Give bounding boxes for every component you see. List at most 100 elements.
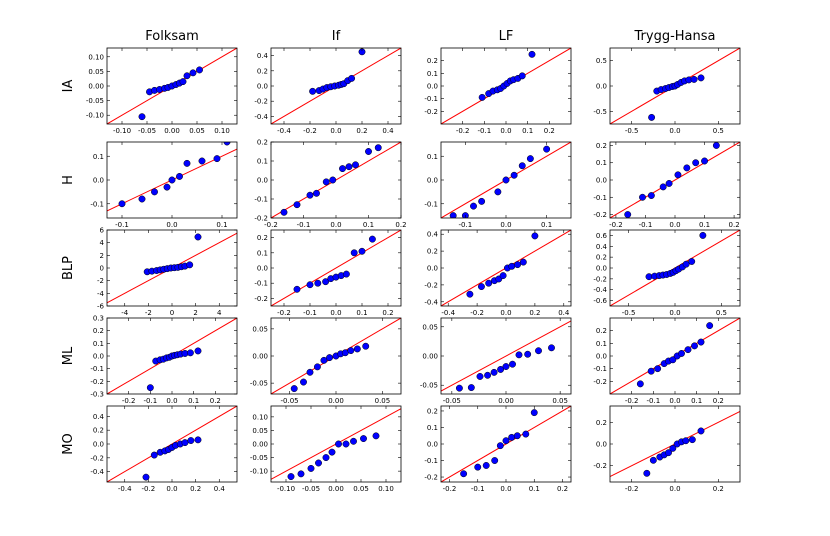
x-tick-label: 0.00 (498, 397, 514, 405)
x-tick-label: -0.4 (118, 485, 132, 493)
x-tick-label: 0.2 (529, 309, 540, 317)
data-point (297, 470, 305, 478)
data-point (697, 338, 705, 346)
y-tick-label: 0.0 (427, 83, 438, 91)
y-tick-label: 0.0 (427, 441, 438, 449)
panel-ml-folksam: -0.2 -0.1 0.0 0.1 0.2 0.3 0.2 0.1 0.0 -0.1 -0.2 -0.… (90, 315, 238, 405)
data-point (699, 231, 707, 239)
data-point (293, 201, 301, 209)
x-tick-label: 0.0 (669, 309, 680, 317)
data-point (374, 144, 382, 152)
data-point (455, 384, 463, 392)
x-tick-label: -0.2 (456, 127, 470, 135)
data-point (515, 351, 523, 359)
y-tick-label: 4 (100, 239, 105, 247)
x-tick-label: 0.0 (330, 127, 341, 135)
x-tick-label: 0.05 (552, 397, 568, 405)
x-tick-label: 0.1 (216, 221, 227, 229)
y-tick-label: 0.2 (427, 57, 438, 65)
data-point (474, 463, 482, 471)
data-point (519, 258, 527, 266)
x-tick-label: -0.05 (281, 397, 299, 405)
data-point (142, 473, 150, 481)
x-tick-label: 0.2 (713, 397, 724, 405)
data-point (496, 442, 504, 450)
y-tick-label: 0.05 (252, 325, 268, 333)
x-tick-label: -4 (121, 309, 129, 317)
column-title-trygg-hansa: Trygg-Hansa (634, 29, 716, 44)
x-tick-label: -0.2 (609, 221, 623, 229)
data-point (348, 74, 356, 82)
row-label-blp: BLP (61, 256, 76, 280)
x-tick-label: -0.1 (639, 221, 653, 229)
x-tick-label: -0.1 (143, 397, 157, 405)
data-point (476, 373, 484, 380)
y-tick-label: 0.4 (596, 243, 608, 251)
x-tick-label: -2 (145, 309, 152, 317)
data-point (647, 192, 655, 199)
panel-mo-if: -0.10 -0.05 0.00 0.05 0.100.100.050.00-0.05-… (250, 405, 402, 493)
y-tick-label: -0.05 (86, 97, 104, 105)
x-tick-label: 0.2 (395, 221, 406, 229)
x-tick-label: -0.10 (277, 485, 295, 493)
data-point (502, 176, 510, 184)
y-tick-label: 0.00 (252, 441, 268, 449)
data-point (287, 473, 295, 481)
panel-mo-folksam: -0.4 -0.2 0.0 0.2 0.4 0.4 0.2 0.0 -0.2 -0.4 (90, 405, 238, 493)
data-point (712, 142, 720, 149)
x-tick-label: 0.2 (190, 485, 201, 493)
y-tick-label: 0.00 (88, 83, 104, 91)
data-point (345, 163, 353, 171)
data-point (151, 188, 158, 196)
data-point (678, 350, 685, 357)
y-tick-label: 0.0 (596, 265, 607, 273)
y-tick-label: 0.5 (596, 57, 607, 65)
data-point (329, 176, 337, 184)
data-point (320, 356, 328, 364)
data-point (508, 262, 516, 270)
x-tick-label: 0.4 (382, 127, 394, 135)
y-tick-label: 0.2 (427, 248, 438, 256)
data-point (328, 448, 336, 456)
panel-h-trygg-hansa: -0.2 -0.1 0.0 0.1 0.2 0.2 0.1 0.0 -0.1 -0.2 (593, 141, 741, 229)
data-point (548, 344, 555, 352)
x-tick-label: -0.1 (459, 221, 473, 229)
data-point (688, 258, 696, 265)
y-tick-label: 0.2 (93, 427, 104, 435)
data-point (198, 157, 206, 165)
y-tick-label: -0.2 (254, 98, 268, 106)
x-tick-label: 0.0 (669, 221, 680, 229)
data-point (491, 457, 499, 464)
reference-line (271, 230, 401, 306)
y-tick-label: -0.4 (593, 286, 607, 294)
data-point (176, 172, 183, 180)
data-point (352, 161, 359, 169)
x-tick-label: 0.0 (669, 397, 680, 405)
y-tick-label: 0.0 (427, 265, 438, 273)
data-point (526, 155, 534, 163)
data-point (467, 384, 475, 392)
data-point (306, 281, 314, 289)
x-tick-label: -0.5 (625, 127, 639, 135)
panel-blp-folksam: -4 -2 0 2 4 6 4 2 0 -2 -4 -6 (97, 227, 238, 317)
data-point (701, 157, 708, 165)
data-point (518, 72, 526, 80)
panel-h-if: -0.2 -0.1 0.0 0.1 0.2 0.2 0.1 0.0 -0.1 -0.2 (254, 139, 406, 230)
data-point (350, 249, 358, 257)
x-tick-label: 0.2 (382, 309, 393, 317)
y-tick-label: -0.2 (254, 215, 268, 223)
data-point (530, 409, 538, 417)
y-tick-label: 0.6 (596, 232, 608, 240)
row-label-ml: ML (61, 346, 76, 365)
panel-mo-lf: -0.2 -0.1 0.0 0.1 0.2 0.2 0.1 0.0 -0.1 -0.2 (424, 405, 572, 493)
y-tick-label: -2 (97, 277, 104, 285)
y-tick-label: -0.1 (90, 200, 104, 208)
data-point (482, 462, 490, 469)
data-point (470, 202, 477, 210)
row-label-h: H (61, 175, 76, 185)
data-point (300, 378, 307, 386)
column-title-if: If (332, 29, 341, 44)
y-tick-label: 0.0 (427, 177, 438, 185)
x-tick-label: 0.4 (558, 309, 570, 317)
